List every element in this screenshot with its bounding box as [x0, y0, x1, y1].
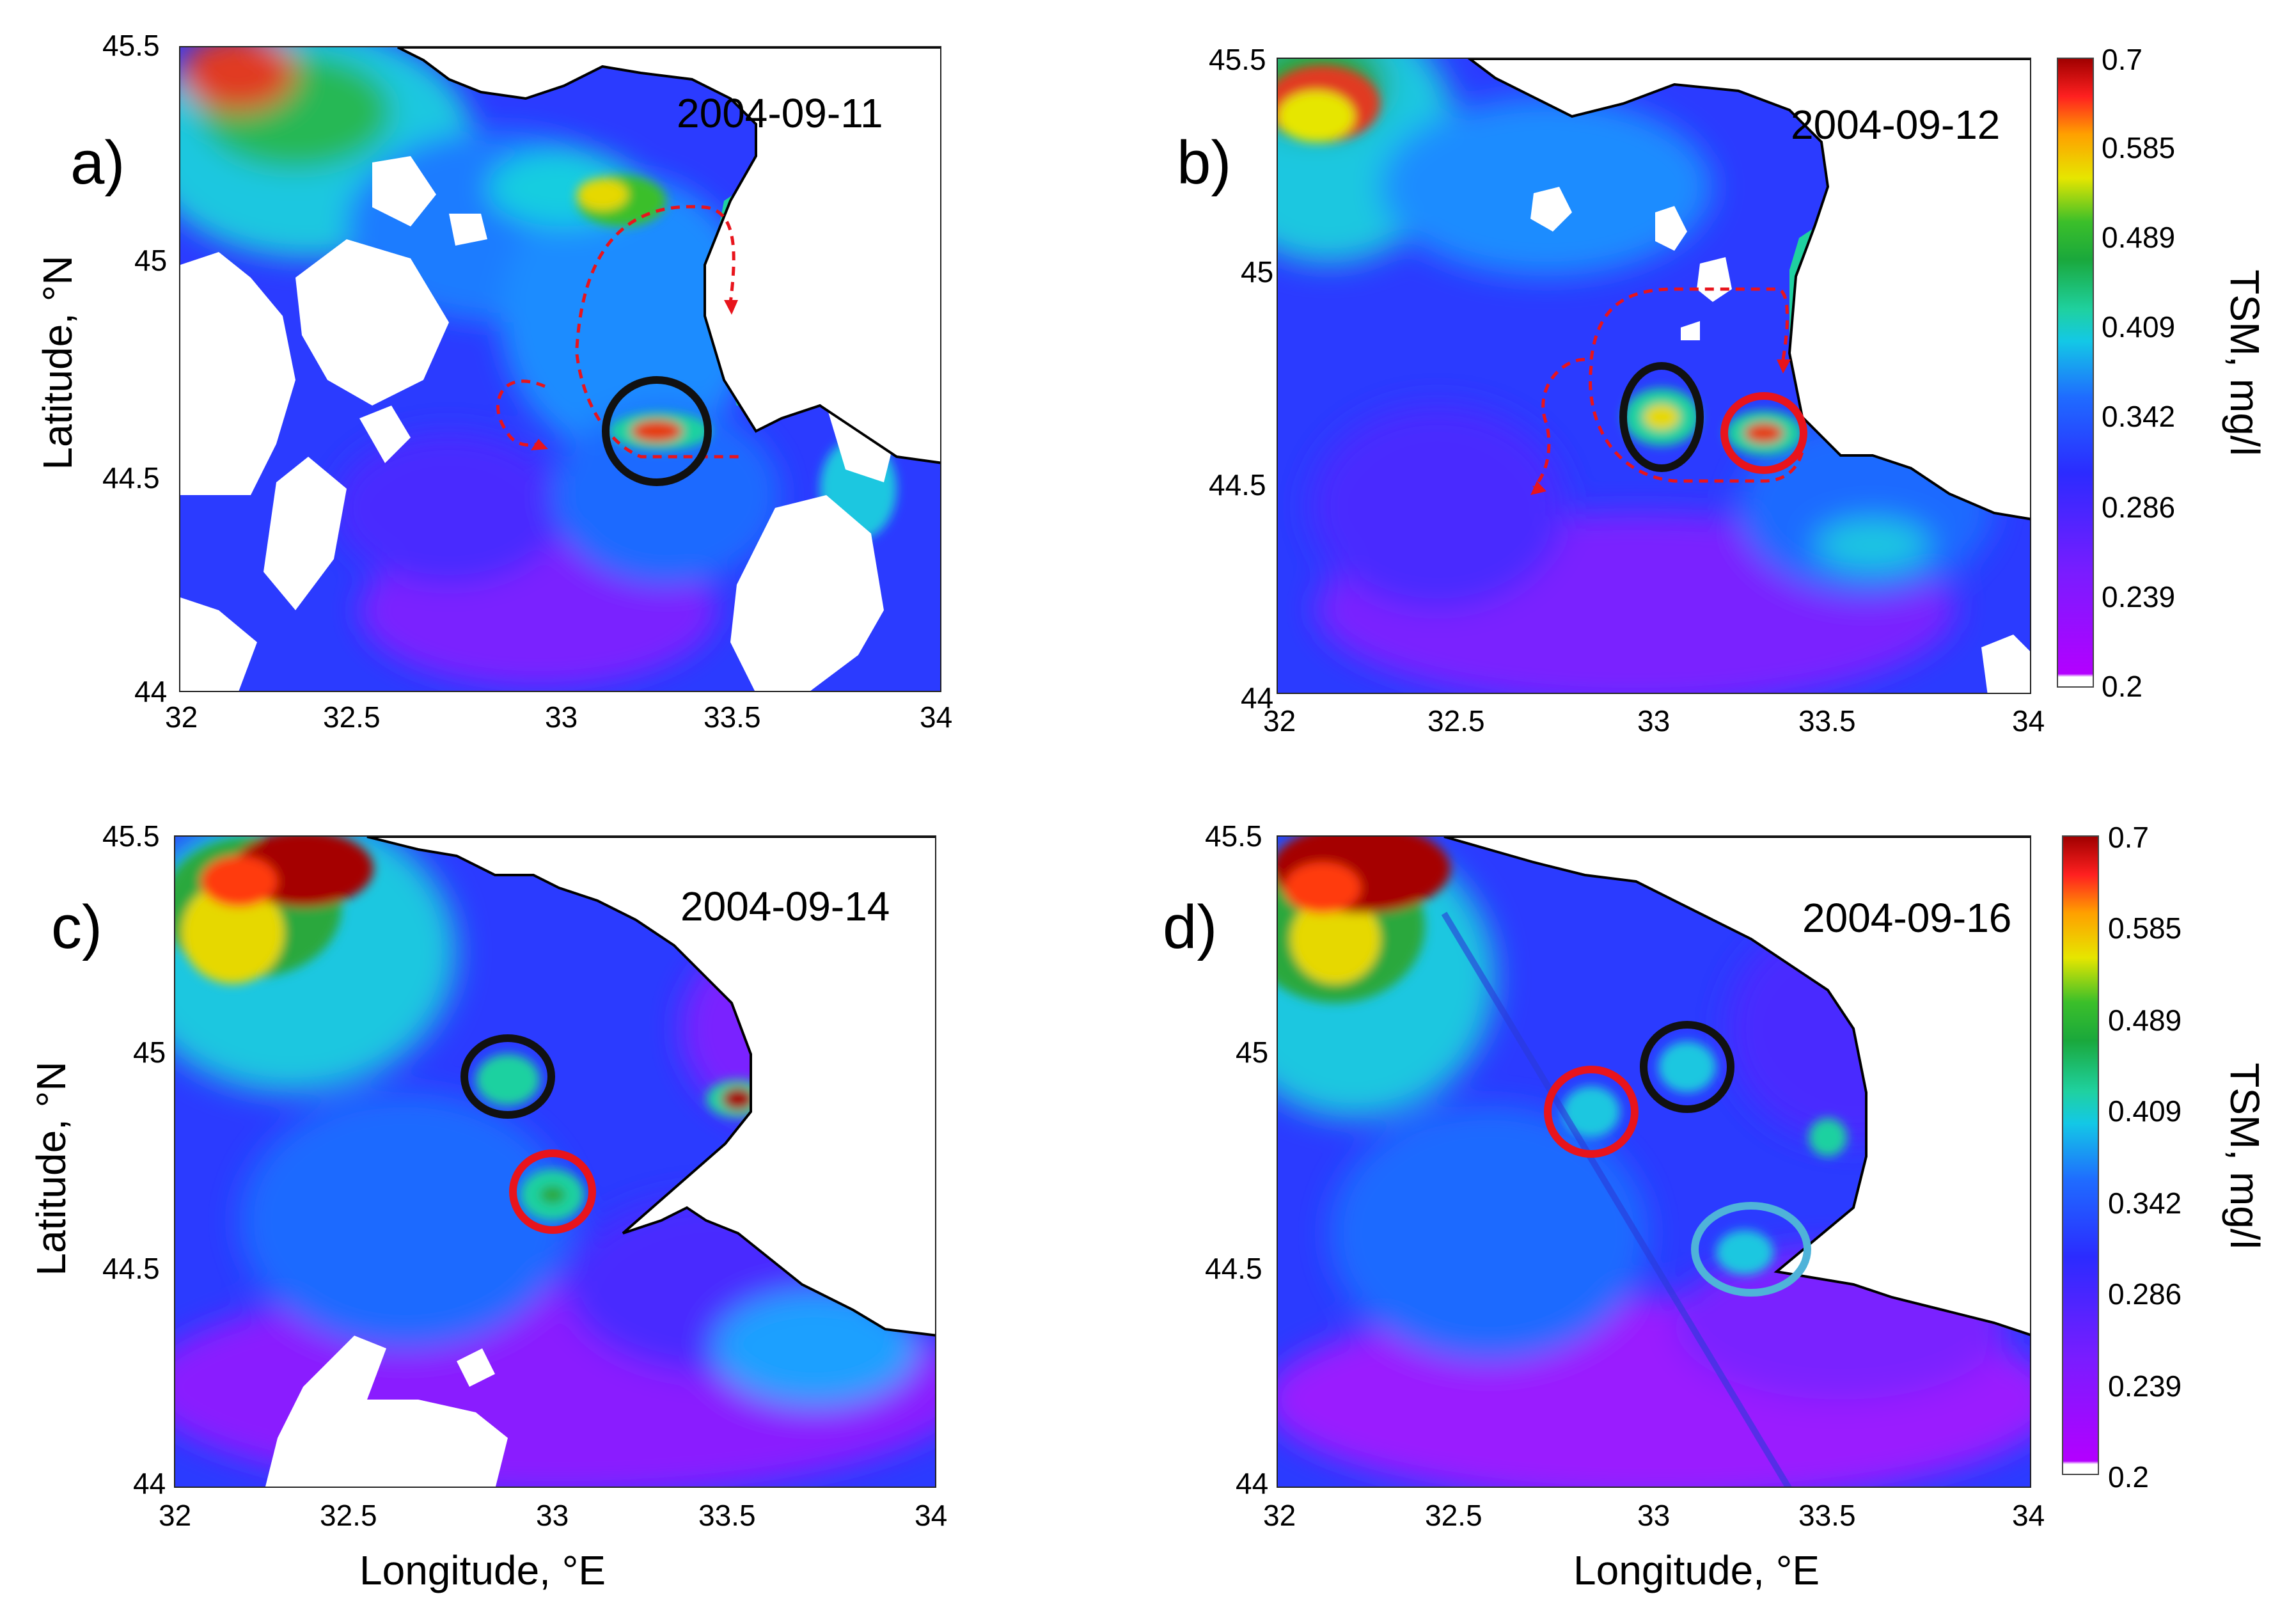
cbar-top-tick-0342: 0.342 — [2102, 400, 2176, 433]
x-tick-c-335: 33.5 — [698, 1499, 756, 1532]
cbar-top-tick-0489: 0.489 — [2102, 221, 2176, 254]
cbar-top-tick-0409: 0.409 — [2102, 310, 2176, 343]
cbar-top-tick-07: 0.7 — [2102, 43, 2143, 76]
panel-letter-a: a) — [70, 129, 125, 197]
eddy-circle-red-d — [1544, 1066, 1639, 1158]
map-b — [1277, 58, 2031, 694]
colorbar-top — [2057, 58, 2094, 688]
current-arrow-b-west — [1532, 358, 1585, 489]
y-tick-b-45: 45 — [1241, 255, 1274, 288]
y-axis-label-a: Latitude, °N — [35, 255, 81, 470]
eddy-circle-black-b — [1619, 362, 1704, 472]
x-tick-a-32: 32 — [165, 700, 198, 734]
x-tick-b-32: 32 — [1263, 704, 1296, 738]
cbar-bottom-tick-0239: 0.239 — [2108, 1369, 2182, 1403]
cbar-top-tick-02: 0.2 — [2102, 670, 2143, 703]
cbar-bottom-tick-07: 0.7 — [2108, 821, 2149, 854]
x-tick-b-33: 33 — [1637, 704, 1671, 738]
cbar-top-tick-0286: 0.286 — [2102, 491, 2176, 524]
x-tick-a-34: 34 — [920, 700, 953, 734]
y-tick-a-44: 44 — [134, 675, 168, 708]
cbar-bottom-tick-02: 0.2 — [2108, 1460, 2149, 1494]
cbar-bottom-tick-0409: 0.409 — [2108, 1094, 2182, 1128]
date-b: 2004-09-12 — [1791, 102, 2001, 148]
eddy-circle-black-d — [1640, 1021, 1734, 1113]
y-tick-d-45: 45 — [1236, 1036, 1269, 1069]
current-arrow-b-north — [1589, 287, 1789, 360]
x-tick-d-32: 32 — [1263, 1499, 1296, 1532]
x-tick-d-325: 32.5 — [1425, 1499, 1482, 1532]
y-tick-b-455: 45.5 — [1209, 43, 1266, 76]
x-tick-c-34: 34 — [915, 1499, 948, 1532]
eddy-circle-red-b — [1720, 392, 1807, 474]
cbar-bottom-tick-0585: 0.585 — [2108, 912, 2182, 945]
date-c: 2004-09-14 — [680, 883, 890, 929]
panel-letter-d: d) — [1163, 893, 1218, 961]
eddy-circle-black-c — [460, 1034, 555, 1119]
y-tick-a-45: 45 — [134, 244, 168, 277]
cbar-bottom-tick-0286: 0.286 — [2108, 1277, 2182, 1311]
y-tick-b-445: 44.5 — [1209, 468, 1266, 501]
cbar-top-tick-0239: 0.239 — [2102, 580, 2176, 613]
x-tick-b-335: 33.5 — [1798, 704, 1856, 738]
cbar-top-tick-0585: 0.585 — [2102, 131, 2176, 164]
y-tick-c-455: 45.5 — [102, 819, 160, 853]
x-tick-b-34: 34 — [2012, 704, 2045, 738]
y-tick-c-45: 45 — [133, 1036, 166, 1069]
map-a — [179, 46, 941, 692]
map-c — [174, 835, 936, 1488]
x-axis-label-d: Longitude, °E — [1573, 1547, 1820, 1593]
tsm-map-c — [175, 837, 935, 1487]
colorbar-label-bottom: TSM, mg/l — [2222, 1062, 2268, 1249]
colorbar-label-top: TSM, mg/l — [2222, 269, 2268, 456]
y-tick-d-445: 44.5 — [1205, 1252, 1262, 1285]
date-a: 2004-09-11 — [677, 90, 883, 136]
eddy-circle-black-a — [602, 376, 712, 486]
x-tick-d-335: 33.5 — [1798, 1499, 1856, 1532]
date-d: 2004-09-16 — [1802, 895, 2012, 941]
colorbar-bottom — [2062, 835, 2099, 1475]
eddy-circle-red-c — [509, 1149, 596, 1234]
panel-letter-b: b) — [1177, 129, 1232, 197]
x-tick-a-335: 33.5 — [704, 700, 761, 734]
tsm-map-d — [1278, 837, 2030, 1487]
current-arrow-west — [496, 379, 546, 447]
x-tick-d-33: 33 — [1637, 1499, 1671, 1532]
y-tick-a-445: 44.5 — [102, 461, 160, 494]
panel-letter-c: c) — [51, 893, 102, 961]
y-axis-label-c: Latitude, °N — [28, 1061, 74, 1276]
cbar-bottom-tick-0489: 0.489 — [2108, 1004, 2182, 1037]
x-tick-b-325: 32.5 — [1427, 704, 1485, 738]
x-tick-c-33: 33 — [536, 1499, 569, 1532]
map-d — [1277, 835, 2031, 1488]
x-tick-c-32: 32 — [159, 1499, 192, 1532]
y-tick-a-455: 45.5 — [102, 29, 160, 62]
x-tick-c-325: 32.5 — [320, 1499, 377, 1532]
cbar-bottom-tick-0342: 0.342 — [2108, 1187, 2182, 1220]
x-tick-a-33: 33 — [545, 700, 578, 734]
x-tick-a-325: 32.5 — [323, 700, 381, 734]
tsm-map-b — [1278, 59, 2030, 693]
y-tick-d-44: 44 — [1236, 1467, 1269, 1500]
eddy-circle-lightblue-d — [1691, 1202, 1811, 1297]
y-tick-d-455: 45.5 — [1205, 819, 1262, 853]
x-axis-label-c: Longitude, °E — [359, 1547, 606, 1593]
x-tick-d-34: 34 — [2012, 1499, 2045, 1532]
y-tick-b-44: 44 — [1241, 681, 1274, 714]
y-tick-c-44: 44 — [133, 1467, 166, 1500]
y-tick-c-445: 44.5 — [102, 1252, 160, 1285]
tsm-map-a — [180, 47, 940, 691]
